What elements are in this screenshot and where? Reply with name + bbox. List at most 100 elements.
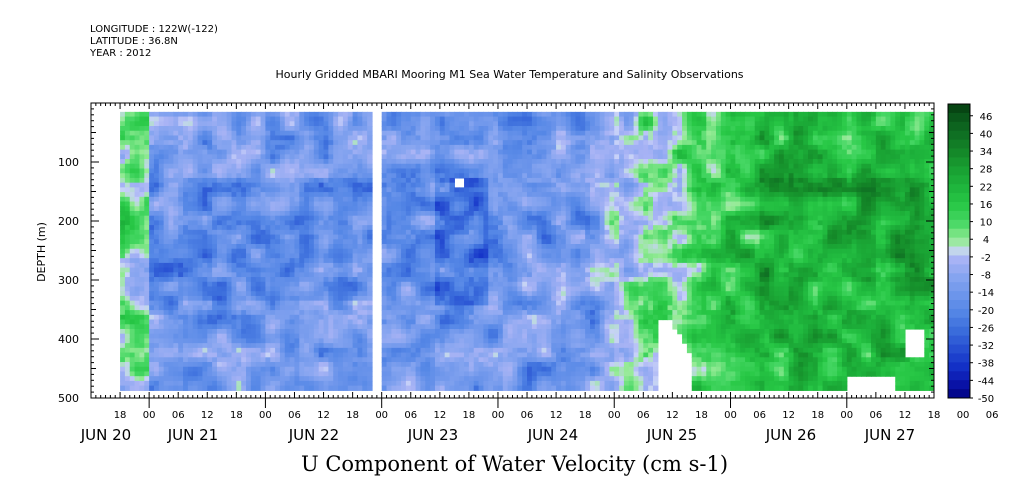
x-axis-title: U Component of Water Velocity (cm s-1)	[300, 452, 729, 476]
colorbar-swatch	[948, 228, 970, 239]
colorbar-label: 46	[980, 112, 993, 123]
colorbar-label: 22	[980, 182, 993, 193]
colorbar-swatch	[948, 121, 970, 132]
colorbar-swatch	[948, 264, 970, 274]
colorbar-label: -14	[978, 288, 994, 299]
x-hour-tick-label: 00	[375, 410, 388, 421]
colorbar-label: -44	[978, 376, 994, 387]
colorbar-swatch	[948, 175, 970, 185]
velocity-chart: 18 00 06 12 18 00 06 12 18 00 06 12 18 00 06 12 18 00 06 12…	[35, 102, 999, 444]
y-tick-label: 400	[58, 333, 79, 346]
colorbar-swatch	[948, 166, 970, 176]
x-hour-tick-label: 18	[230, 410, 243, 421]
x-hour-tick-label: 06	[869, 410, 882, 421]
x-hour-tick-label: 00	[724, 410, 737, 421]
colorbar-swatch	[948, 139, 970, 149]
colorbar-swatch	[948, 308, 970, 319]
colorbar-label: -32	[978, 341, 994, 352]
x-hour-tick-label: 06	[637, 410, 650, 421]
colorbar-swatch	[948, 291, 970, 301]
colorbar-swatch	[948, 353, 970, 363]
x-hour-tick-label: 12	[201, 410, 214, 421]
x-day-label: JUN 26	[765, 426, 816, 444]
x-hour-tick-label: 06	[521, 410, 534, 421]
colorbar-label: -38	[978, 359, 994, 370]
x-day-label: JUN 24	[527, 426, 578, 444]
x-day-label: JUN 27	[864, 426, 915, 444]
colorbar-label: -26	[978, 323, 994, 334]
x-hour-tick-label: 00	[492, 410, 505, 421]
velocity-field	[91, 103, 934, 398]
colorbar-label: 28	[980, 165, 993, 176]
x-day-label: JUN 25	[646, 426, 697, 444]
x-hour-tick-label: 18	[928, 410, 941, 421]
year-label: YEAR : 2012	[90, 48, 152, 59]
y-axis-title: DEPTH (m)	[35, 222, 48, 282]
colorbar-swatch	[948, 371, 970, 381]
x-hour-tick-label: 12	[433, 410, 446, 421]
x-hour-tick-label: 18	[114, 410, 127, 421]
colorbar-swatch	[948, 300, 970, 310]
colorbar-swatch	[948, 282, 970, 292]
colorbar-swatch	[948, 148, 970, 158]
x-hour-tick-label: 12	[899, 410, 912, 421]
x-hour-tick-label: 12	[317, 410, 330, 421]
x-hour-tick-label: 18	[811, 410, 824, 421]
x-hour-tick-label: 06	[986, 410, 999, 421]
x-day-label: JUN 23	[407, 426, 458, 444]
x-hour-tick-label: 00	[840, 410, 853, 421]
colorbar-swatch	[948, 317, 970, 328]
y-tick-label: 300	[58, 274, 79, 287]
colorbar-swatch	[948, 210, 970, 221]
colorbar-label: -8	[981, 271, 991, 282]
colorbar-swatch	[948, 326, 970, 337]
y-tick-label: 500	[58, 392, 79, 405]
colorbar-swatch	[948, 184, 970, 194]
x-hour-tick-label: 18	[579, 410, 592, 421]
x-hour-tick-label: 00	[608, 410, 621, 421]
colorbar-swatch	[948, 112, 970, 123]
colorbar-label: -2	[981, 253, 991, 264]
colorbar-swatch	[948, 380, 970, 390]
x-hour-tick-label: 12	[550, 410, 563, 421]
colorbar-swatch	[948, 273, 970, 283]
x-hour-tick-label: 06	[172, 410, 185, 421]
colorbar-label: -50	[978, 394, 994, 405]
y-tick-label: 200	[58, 215, 79, 228]
colorbar-swatch	[948, 193, 970, 203]
x-day-label: JUN 20	[80, 426, 131, 444]
colorbar-swatch	[948, 104, 970, 114]
x-hour-tick-label: 18	[463, 410, 476, 421]
latitude-label: LATITUDE : 36.8N	[90, 36, 178, 47]
x-hour-tick-label: 06	[288, 410, 301, 421]
chart-title: Hourly Gridded MBARI Mooring M1 Sea Wate…	[275, 68, 744, 81]
x-hour-tick-label: 00	[957, 410, 970, 421]
colorbar-swatch	[948, 130, 970, 141]
colorbar-label: 34	[980, 147, 993, 158]
colorbar: 46 40 34 28 22 16 10 4 -2 -8 -14 -20 -26 -32 -38 -44 -50	[947, 103, 994, 405]
x-hour-tick-label: 12	[666, 410, 679, 421]
x-hour-tick-label: 18	[695, 410, 708, 421]
colorbar-swatch	[948, 237, 970, 247]
x-hour-tick-label: 06	[753, 410, 766, 421]
colorbar-swatch	[948, 246, 970, 256]
colorbar-label: 4	[983, 235, 989, 246]
colorbar-swatch	[948, 219, 970, 230]
x-day-label: JUN 21	[167, 426, 218, 444]
longitude-label: LONGITUDE : 122W(-122)	[90, 24, 218, 35]
colorbar-swatch	[948, 202, 970, 212]
colorbar-swatch	[948, 362, 970, 372]
colorbar-swatch	[948, 157, 970, 167]
x-hour-tick-label: 18	[346, 410, 359, 421]
x-day-label: JUN 22	[288, 426, 339, 444]
x-hour-tick-label: 00	[259, 410, 272, 421]
colorbar-swatch	[948, 389, 970, 399]
x-hour-tick-label: 06	[404, 410, 417, 421]
colorbar-swatch	[948, 344, 970, 354]
colorbar-swatch	[948, 255, 970, 265]
y-tick-label: 100	[58, 156, 79, 169]
colorbar-label: -20	[978, 306, 994, 317]
x-hour-tick-label: 12	[782, 410, 795, 421]
colorbar-label: 16	[980, 200, 993, 211]
colorbar-label: 40	[980, 129, 993, 140]
